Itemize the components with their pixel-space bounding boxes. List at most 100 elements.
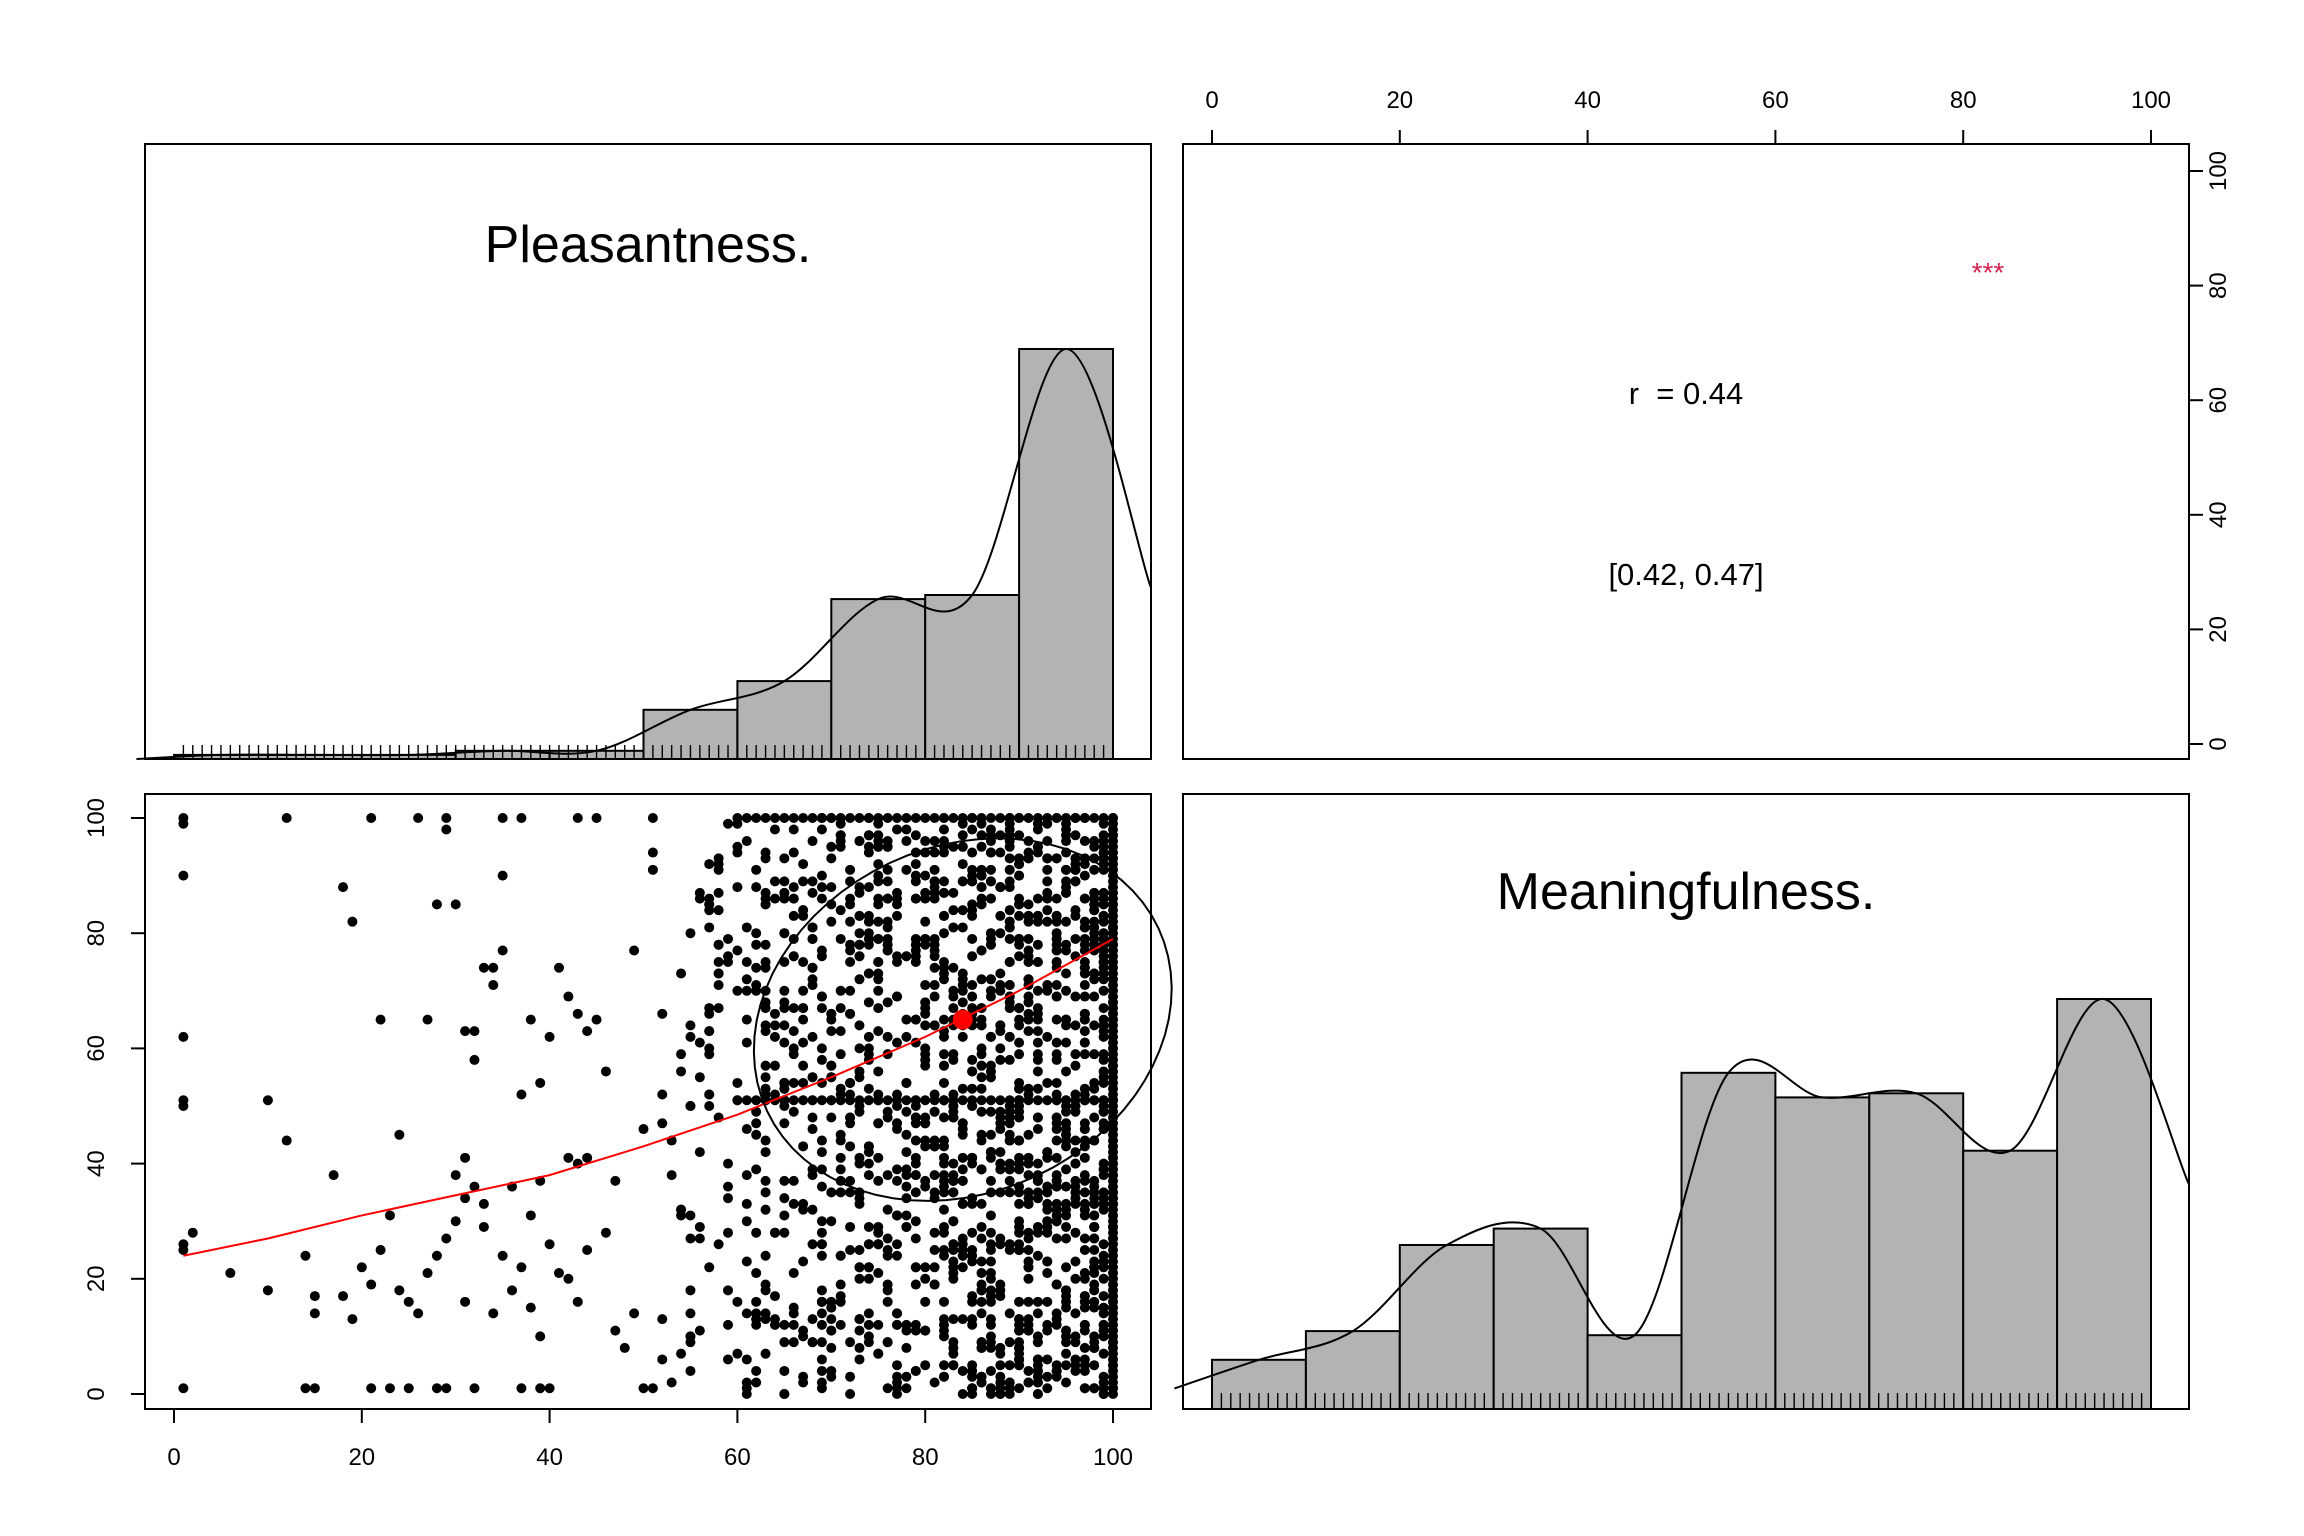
scatter-point — [816, 813, 827, 823]
scatter-point — [1042, 1268, 1053, 1279]
scatter-point — [854, 1072, 865, 1083]
scatter-point — [882, 876, 893, 887]
scatter-point — [1004, 1360, 1015, 1371]
scatter-point — [535, 1331, 546, 1342]
scatter-point — [619, 1342, 630, 1353]
scatter-point — [535, 1077, 546, 1088]
scatter-point — [976, 1233, 987, 1244]
scatter-point — [985, 824, 996, 835]
scatter-point — [1004, 1187, 1015, 1198]
scatter-point — [901, 836, 912, 847]
scatter-point — [694, 1072, 705, 1083]
scatter-point — [1061, 1095, 1072, 1106]
scatter-point — [1051, 853, 1062, 864]
scatter-point — [957, 1314, 968, 1325]
scatter-point — [338, 1291, 349, 1302]
scatter-point — [938, 1187, 949, 1198]
bottom-axis-tick-label: 20 — [348, 1444, 375, 1471]
scatter-point — [798, 876, 809, 887]
histogram-bar — [1868, 1092, 1965, 1411]
scatter-point — [873, 1066, 884, 1077]
scatter-point — [816, 991, 827, 1002]
scatter-point — [713, 957, 724, 967]
scatter-point — [1004, 980, 1015, 991]
scatter-point — [1051, 1095, 1062, 1106]
scatter-point — [779, 1319, 790, 1330]
scatter-point — [882, 893, 893, 904]
scatter-point — [995, 1389, 1006, 1399]
scatter-point — [976, 1060, 987, 1071]
scatter-point — [788, 1095, 799, 1106]
left-axis-tick-label: 20 — [83, 1265, 110, 1292]
scatter-point — [901, 1193, 912, 1204]
mean-point — [952, 1009, 973, 1030]
scatter-point — [1004, 853, 1015, 864]
scatter-point — [1051, 1124, 1062, 1135]
scatter-point — [995, 910, 1006, 921]
scatter-point — [976, 1279, 987, 1290]
scatter-point — [225, 1268, 236, 1279]
scatter-point — [882, 1233, 893, 1244]
scatter-point — [1023, 1026, 1034, 1037]
scatter-point — [1079, 991, 1090, 1002]
scatter-point — [1079, 922, 1090, 933]
scatter-point — [1070, 1354, 1081, 1365]
scatter-point — [798, 985, 809, 996]
scatter-point — [1051, 1198, 1062, 1209]
scatter-point — [1023, 1245, 1034, 1255]
scatter-point — [460, 1193, 471, 1204]
scatter-point — [967, 1383, 978, 1394]
histogram-bar — [1492, 1227, 1589, 1410]
scatter-point — [995, 1095, 1006, 1106]
scatter-point — [882, 1170, 893, 1181]
scatter-point — [1061, 1360, 1072, 1371]
scatter-point — [788, 1308, 799, 1319]
scatter-point — [788, 951, 799, 962]
scatter-point — [638, 1124, 649, 1135]
scatter-point — [985, 1031, 996, 1042]
scatter-point — [741, 1308, 752, 1319]
scatter-point — [835, 1026, 846, 1037]
scatter-point — [873, 1175, 884, 1186]
scatter-point — [910, 1152, 921, 1163]
scatter-point — [863, 1095, 874, 1106]
scatter-point — [1061, 916, 1072, 927]
scatter-point — [938, 1296, 949, 1307]
scatter-point — [892, 1164, 903, 1175]
scatter-point — [732, 1095, 743, 1106]
scatter-point — [798, 1371, 809, 1382]
scatter-point — [816, 1285, 827, 1296]
scatter-point — [920, 980, 931, 991]
scatter-point — [450, 899, 461, 910]
scatter-point — [798, 1256, 809, 1267]
scatter-point — [1042, 1296, 1053, 1307]
scatter-point — [732, 985, 743, 996]
scatter-point — [751, 928, 762, 939]
scatter-point — [1098, 1014, 1109, 1025]
scatter-point — [647, 813, 658, 823]
scatter-point — [751, 1118, 762, 1129]
scatter-point — [807, 962, 818, 973]
scatter-point — [976, 1268, 987, 1279]
scatter-point — [976, 830, 987, 841]
scatter-point — [1014, 1227, 1025, 1238]
scatter-point — [657, 1354, 668, 1365]
scatter-point — [816, 1239, 827, 1250]
scatter-point — [1042, 1187, 1053, 1198]
scatter-point — [1079, 1365, 1090, 1376]
scatter-point — [1089, 1360, 1100, 1371]
scatter-point — [1042, 1198, 1053, 1209]
scatter-point — [901, 1221, 912, 1232]
scatter-point — [1089, 1049, 1100, 1060]
scatter-point — [1070, 830, 1081, 841]
scatter-point — [1051, 1014, 1062, 1025]
scatter-point — [769, 1227, 780, 1238]
scatter-point — [1023, 957, 1034, 967]
scatter-point — [1098, 928, 1109, 939]
scatter-point — [347, 916, 358, 927]
scatter-point — [863, 813, 874, 823]
scatter-point — [779, 1227, 790, 1238]
scatter-point — [816, 1216, 827, 1227]
scatter-point — [1051, 945, 1062, 956]
scatter-point — [938, 1077, 949, 1088]
